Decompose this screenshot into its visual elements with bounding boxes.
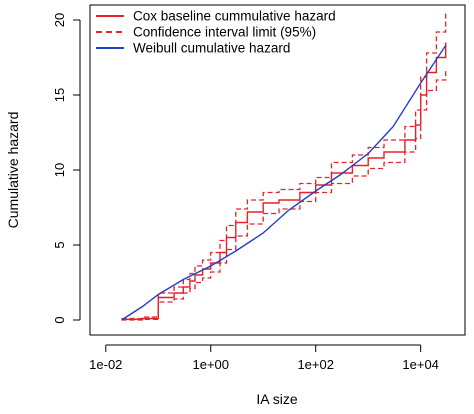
x-tick-label: 1e+04 [402, 357, 439, 372]
cox-hazard-line [121, 42, 447, 320]
legend-label: Cox baseline cummulative hazard [133, 9, 336, 24]
y-tick-label: 5 [52, 241, 67, 248]
ci-limit-line-1 [121, 12, 447, 320]
legend-label: Confidence interval limit (95%) [133, 25, 316, 40]
series-layer [121, 12, 447, 321]
weibull-hazard-line [121, 45, 447, 321]
x-tick-label: 1e+00 [192, 357, 229, 372]
ci-limit-line-2 [121, 71, 447, 321]
y-tick-label: 10 [52, 163, 67, 177]
x-tick-label: 1e+02 [297, 357, 334, 372]
x-axis-title: IA size [256, 391, 297, 407]
y-tick-label: 0 [52, 316, 67, 323]
x-tick-label: 1e-02 [89, 357, 122, 372]
x-axis: 1e-02 1e+00 1e+02 1e+04 [89, 344, 439, 372]
plot-frame [89, 4, 466, 336]
legend: Cox baseline cummulative hazardConfidenc… [96, 9, 336, 56]
y-axis: 0 5 10 15 20 [52, 13, 81, 324]
y-tick-label: 15 [52, 88, 67, 102]
legend-label: Weibull cumulative hazard [133, 41, 290, 56]
y-tick-label: 20 [52, 13, 67, 27]
y-axis-title: Cumulative hazard [5, 112, 21, 229]
